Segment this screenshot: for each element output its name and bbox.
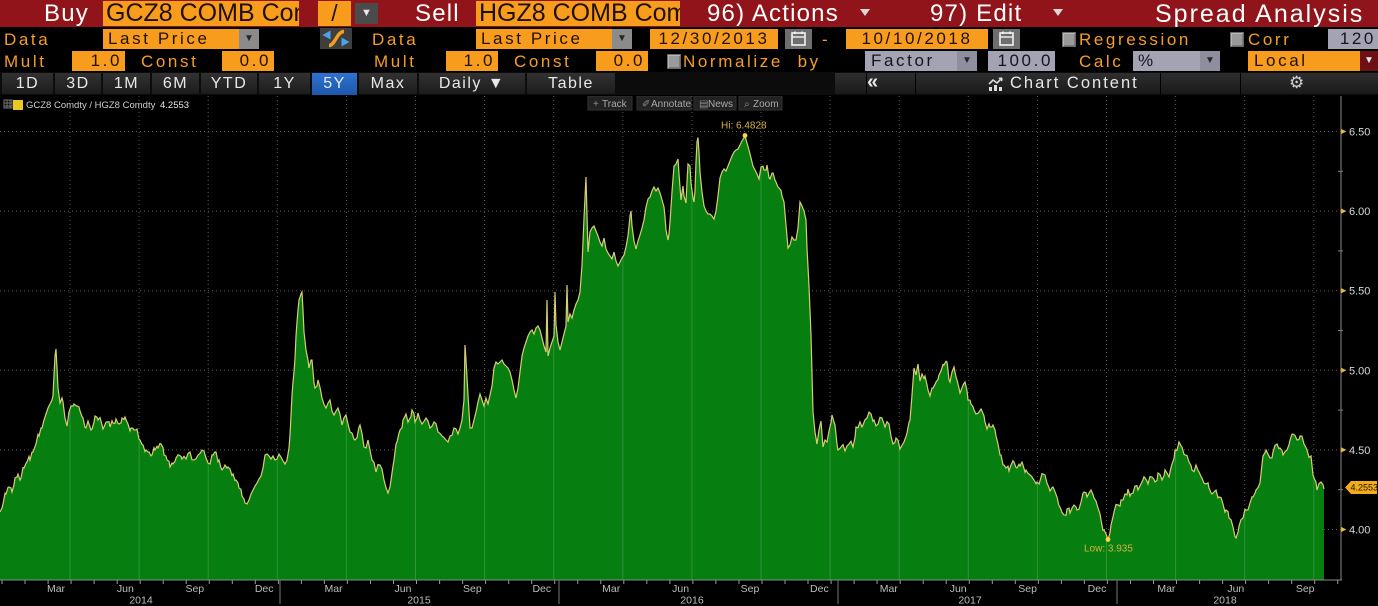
svg-text:4.00: 4.00 [1349,525,1370,537]
svg-text:Mar: Mar [602,583,621,595]
svg-text:▤: ▤ [699,99,708,110]
svg-text:Hi: 6.4828: Hi: 6.4828 [721,121,767,132]
svg-text:Jun: Jun [395,583,412,595]
svg-text:Mar: Mar [1157,583,1176,595]
svg-text:Jun: Jun [672,583,689,595]
svg-text:6.50: 6.50 [1349,127,1370,139]
svg-text:Jun: Jun [117,583,134,595]
svg-text:News: News [708,99,733,110]
svg-text:2014: 2014 [129,595,153,606]
svg-text:Low: 3.935: Low: 3.935 [1084,544,1133,555]
svg-text:Jun: Jun [1227,583,1244,595]
svg-text:5.00: 5.00 [1349,365,1370,377]
svg-text:⌕: ⌕ [744,99,750,110]
svg-text:4.50: 4.50 [1349,445,1370,457]
svg-text:2017: 2017 [958,595,982,606]
svg-text:4.2553: 4.2553 [160,100,189,111]
svg-text:2018: 2018 [1213,595,1237,606]
svg-text:Dec: Dec [532,583,551,595]
svg-text:Sep: Sep [741,583,760,595]
svg-text:Zoom: Zoom [753,99,779,110]
svg-text:Mar: Mar [47,583,66,595]
svg-text:Dec: Dec [255,583,274,595]
svg-text:Mar: Mar [880,583,899,595]
svg-text:2016: 2016 [680,595,704,606]
svg-text:4.2553: 4.2553 [1351,483,1378,493]
svg-text:Track: Track [602,99,628,110]
svg-text:5.50: 5.50 [1349,286,1370,298]
svg-text:GCZ8 Comdty / HGZ8 Comdty: GCZ8 Comdty / HGZ8 Comdty [26,100,156,111]
svg-text:Jun: Jun [950,583,967,595]
svg-text:Dec: Dec [810,583,829,595]
svg-text:Dec: Dec [1088,583,1107,595]
svg-text:Mar: Mar [325,583,344,595]
svg-text:2015: 2015 [407,595,431,606]
svg-text:Sep: Sep [1018,583,1037,595]
svg-text:✐: ✐ [642,99,650,110]
svg-text:Sep: Sep [463,583,482,595]
svg-text:Annotate: Annotate [651,99,691,110]
svg-text:Sep: Sep [1296,583,1315,595]
svg-text:6.00: 6.00 [1349,206,1370,218]
svg-text:+: + [593,99,599,110]
svg-text:Sep: Sep [185,583,204,595]
